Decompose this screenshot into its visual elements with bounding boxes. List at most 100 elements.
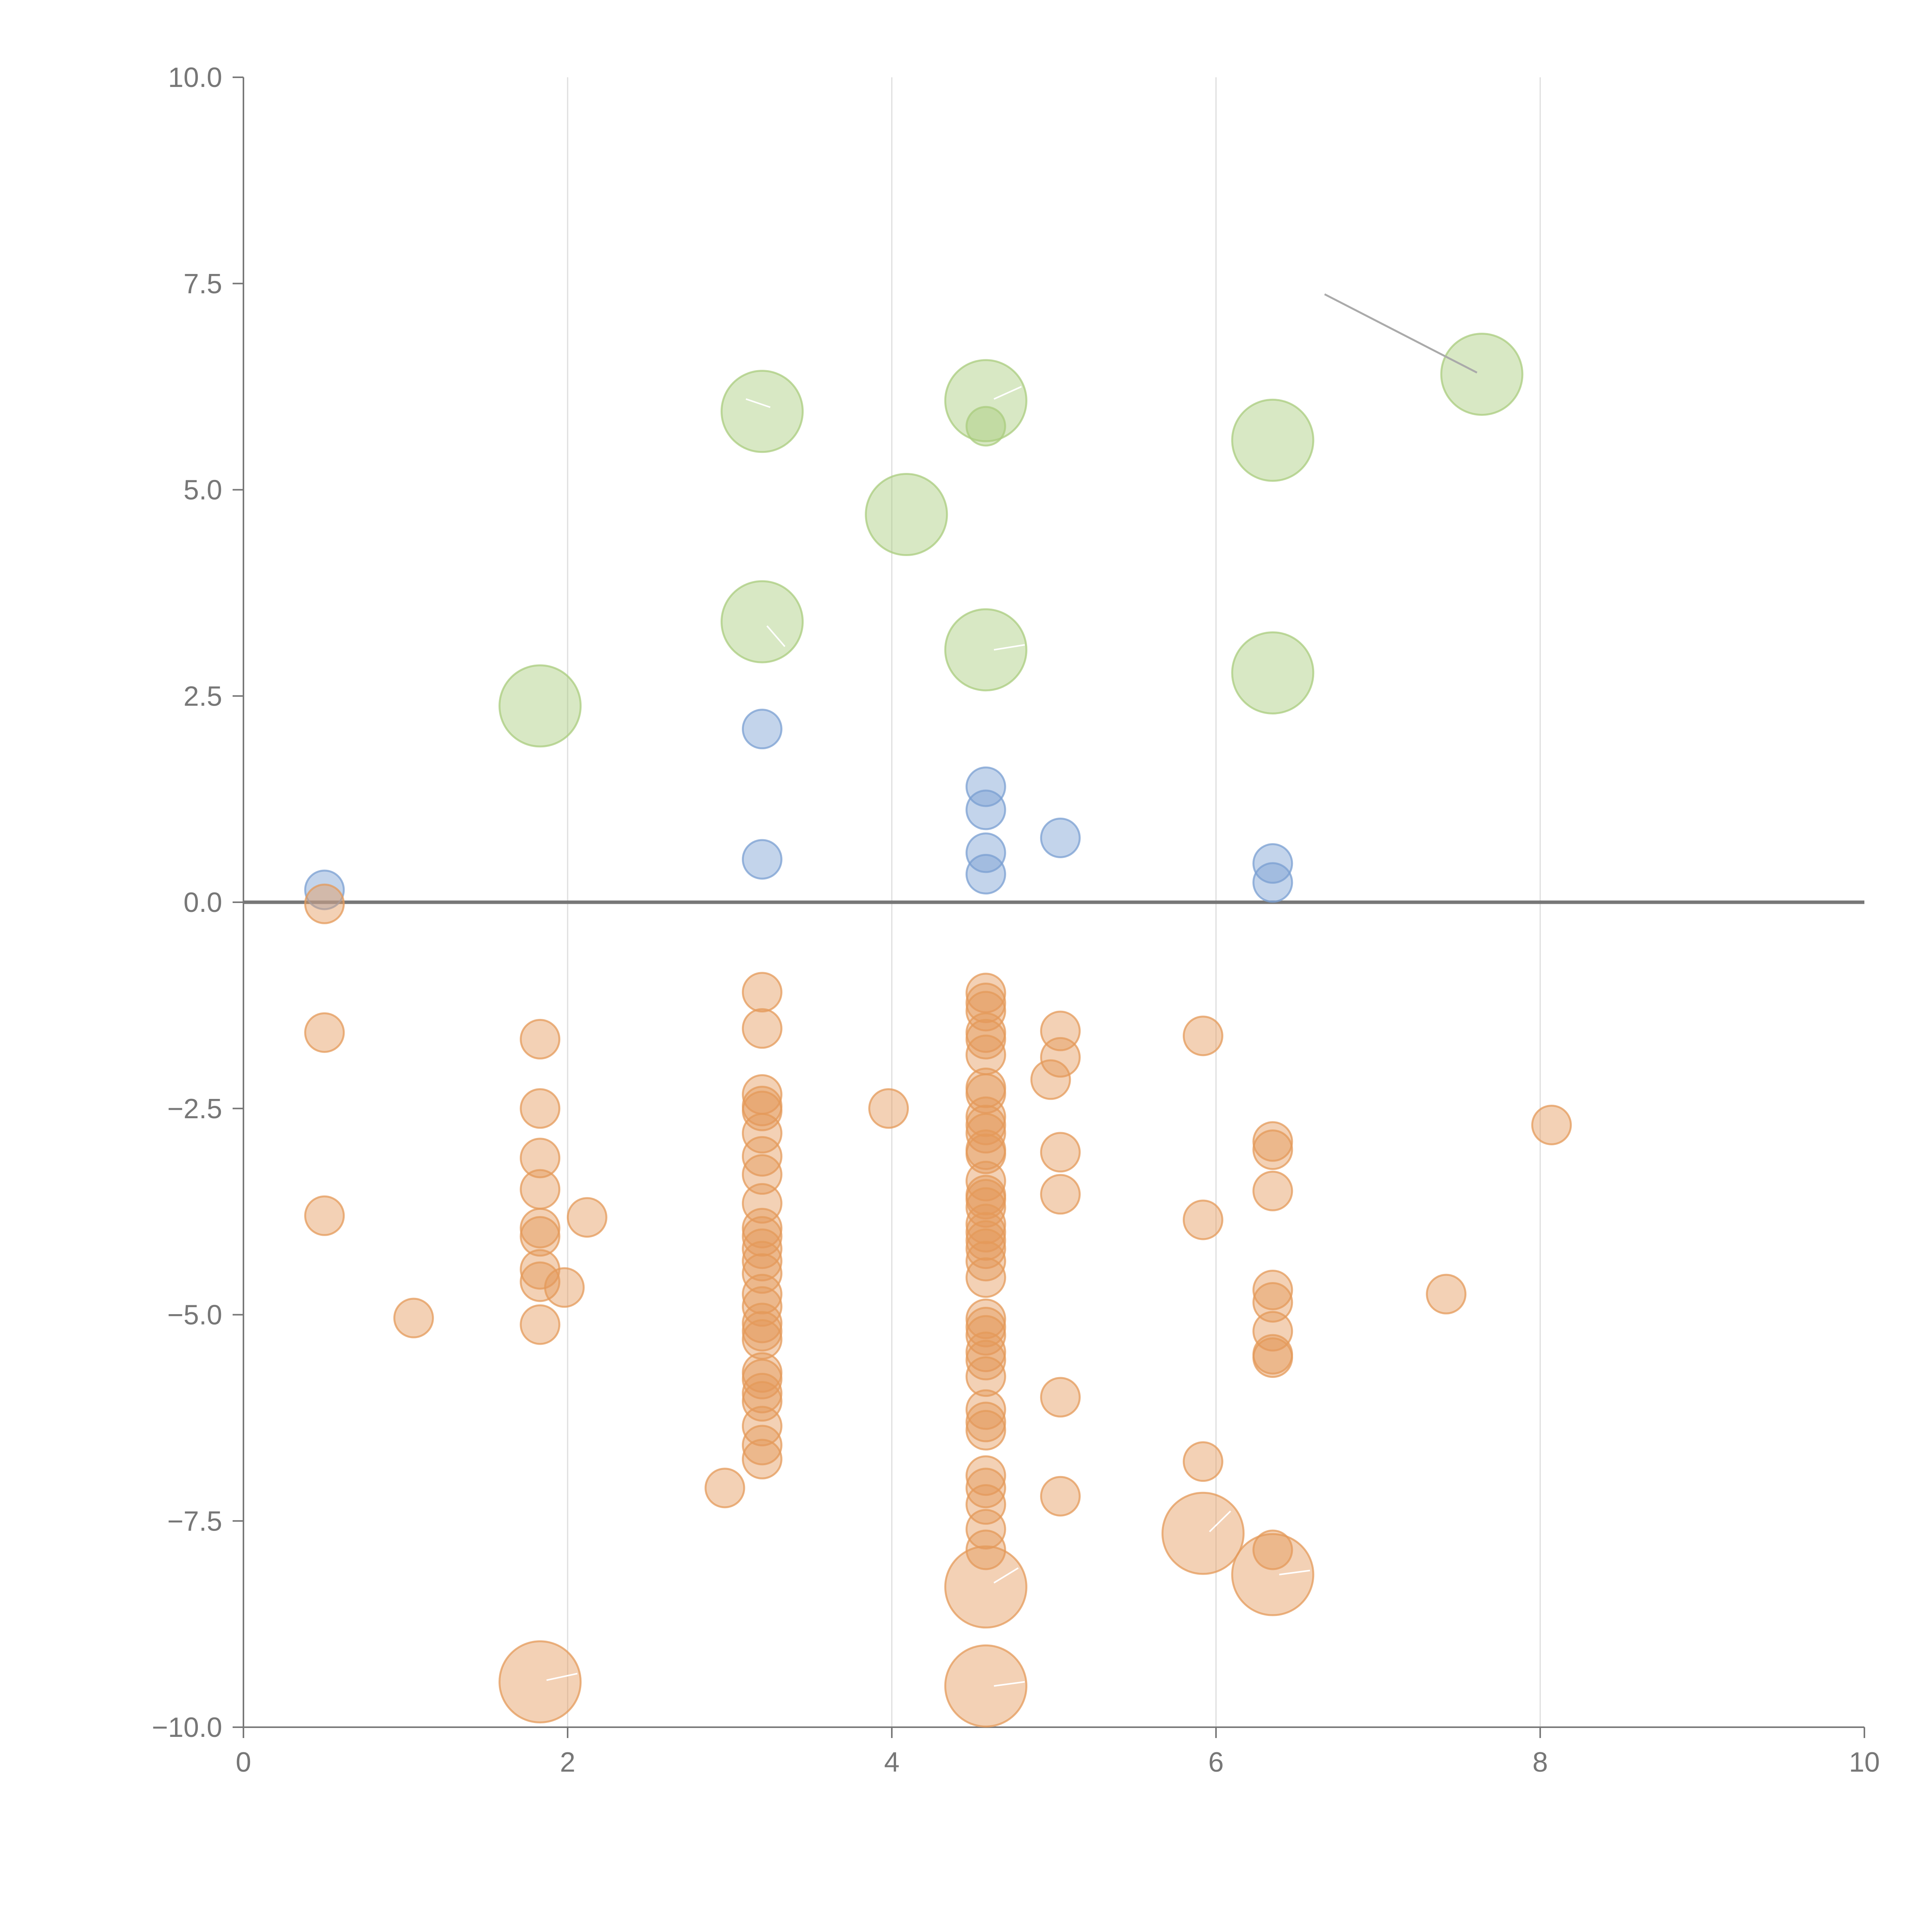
orange-point: [965, 1212, 1006, 1253]
blue-point: [965, 832, 1006, 873]
orange-point: [965, 1113, 1006, 1154]
orange-point: [742, 1208, 782, 1248]
orange-point: [742, 1183, 782, 1224]
orange-point: [965, 1104, 1006, 1145]
orange-point: [742, 1241, 782, 1282]
orange-point: [1252, 1337, 1293, 1378]
x-tick-label: 10: [1849, 1747, 1880, 1778]
orange-point: [1182, 1199, 1223, 1240]
orange-point: [393, 1298, 434, 1338]
orange-point: [742, 1372, 782, 1413]
orange-point: [520, 1216, 561, 1257]
orange-point: [304, 883, 345, 924]
orange-point: [1252, 1269, 1293, 1310]
orange-point: [965, 1096, 1006, 1137]
orange-point: [498, 1640, 582, 1724]
orange-point: [742, 1113, 782, 1154]
orange-point: [742, 1154, 782, 1195]
orange-point: [1040, 1476, 1081, 1517]
orange-point: [742, 1311, 782, 1352]
y-tick-label: 10.0: [168, 62, 222, 93]
orange-point: [304, 1012, 345, 1053]
orange-point: [742, 1253, 782, 1294]
orange-point: [742, 1090, 782, 1131]
orange-point: [965, 1484, 1006, 1525]
orange-point: [304, 1195, 345, 1236]
orange-point: [965, 1356, 1006, 1397]
orange-point: [1252, 1129, 1293, 1170]
orange-point: [965, 991, 1006, 1032]
orange-point: [1252, 1529, 1293, 1570]
x-tick-label: 0: [236, 1747, 251, 1778]
blue-point: [742, 839, 782, 880]
green-point: [965, 406, 1006, 447]
orange-point: [704, 1468, 745, 1509]
orange-point: [965, 1509, 1006, 1550]
blue-point: [965, 854, 1006, 895]
orange-point: [1040, 1174, 1081, 1215]
y-tick-label: 0.0: [184, 887, 222, 918]
label-leader-line: [993, 386, 1022, 400]
orange-point: [742, 1381, 782, 1422]
green-point: [498, 664, 582, 748]
label-leader-line: [1279, 1570, 1310, 1576]
orange-point: [965, 1315, 1006, 1356]
green-point: [1231, 398, 1315, 482]
orange-point: [520, 1169, 561, 1210]
orange-point: [566, 1197, 607, 1238]
orange-point: [520, 1019, 561, 1060]
label-leader-line: [766, 625, 786, 647]
orange-point: [965, 1241, 1006, 1282]
blue-point: [1040, 817, 1081, 858]
blue-point: [304, 869, 345, 910]
orange-point: [965, 1307, 1006, 1348]
orange-point: [965, 1529, 1006, 1570]
orange-point: [742, 1359, 782, 1400]
green-point: [944, 608, 1027, 692]
orange-point: [965, 1468, 1006, 1509]
orange-point: [742, 1425, 782, 1466]
label-leader-line: [1209, 1510, 1231, 1532]
y-tick-label: 5.0: [184, 475, 222, 506]
orange-point: [520, 1088, 561, 1129]
label-leader-line: [994, 1681, 1025, 1687]
orange-point: [965, 1455, 1006, 1496]
orange-point: [965, 1332, 1006, 1372]
label-leader-line: [546, 1673, 578, 1681]
green-point: [720, 580, 804, 663]
orange-point: [1531, 1104, 1572, 1145]
orange-point: [742, 1136, 782, 1177]
orange-point: [1426, 1274, 1467, 1315]
tick-label-layer: 0 2 4 6 8 10 10.0 7.5 5.0 2.5 0.0 −2.5 −5.0 −7.5 −10.0: [152, 62, 1880, 1778]
orange-point: [520, 1304, 561, 1345]
orange-point: [965, 1228, 1006, 1269]
orange-point: [520, 1261, 561, 1302]
orange-point: [1161, 1492, 1245, 1575]
orange-point: [1252, 1121, 1293, 1162]
label-leader-line: [1324, 293, 1478, 374]
orange-point: [965, 1220, 1006, 1261]
orange-point: [965, 1257, 1006, 1298]
orange-point: [965, 1340, 1006, 1381]
orange-point: [742, 1008, 782, 1049]
orange-point: [965, 1187, 1006, 1228]
orange-point: [742, 1303, 782, 1344]
orange-point: [965, 1019, 1006, 1060]
orange-point: [1231, 1533, 1315, 1616]
orange-point: [1182, 1441, 1223, 1482]
x-tick-label: 8: [1532, 1747, 1548, 1778]
orange-point: [1252, 1282, 1293, 1323]
y-tick-label: 2.5: [184, 681, 222, 712]
blue-point: [1252, 862, 1293, 903]
y-tick-label: −2.5: [167, 1094, 222, 1124]
orange-point: [1040, 1132, 1081, 1173]
green-point: [720, 370, 804, 453]
orange-point: [965, 1389, 1006, 1430]
x-tick-label: 4: [884, 1747, 900, 1778]
orange-point: [965, 1179, 1006, 1220]
orange-point: [520, 1138, 561, 1179]
blue-point: [965, 789, 1006, 830]
orange-point: [1040, 1377, 1081, 1418]
axis-layer: [233, 77, 1865, 1738]
